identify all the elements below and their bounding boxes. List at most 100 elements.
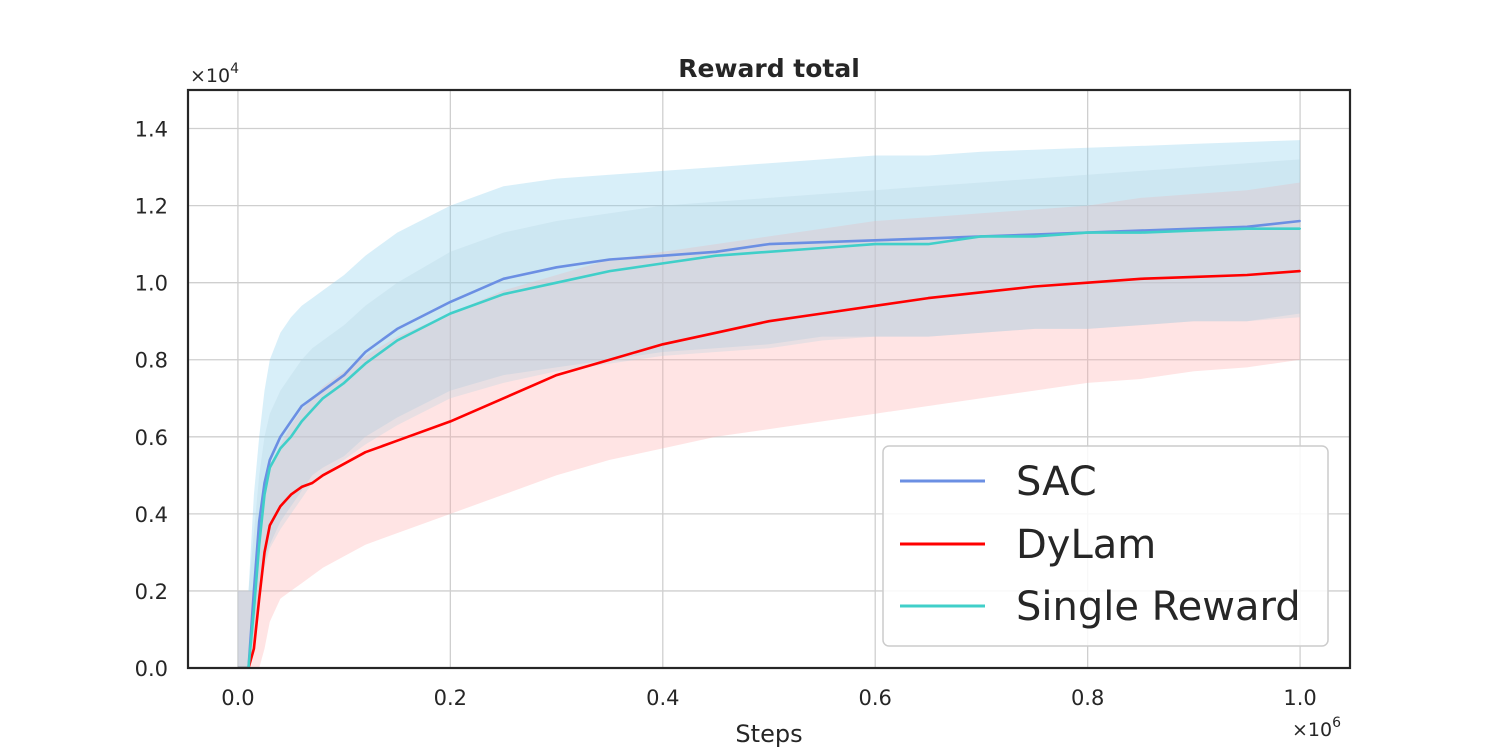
legend-label-sac: SAC [1016, 459, 1097, 505]
point-dylam [661, 343, 664, 346]
legend: SAC DyLam Single Reward [882, 445, 1329, 647]
y-multiplier-exp: 4 [230, 61, 239, 77]
y-tick-label: 0.6 [135, 426, 168, 450]
point-dylam [1086, 281, 1089, 284]
point-dylam [555, 374, 558, 376]
point-single-reward [1193, 229, 1195, 232]
x-multiplier-base: ×10 [1292, 719, 1332, 741]
point-dylam [311, 482, 314, 484]
point-sac [268, 459, 271, 461]
point-sac [1299, 220, 1301, 222]
point-dylam [343, 462, 345, 465]
point-sac [874, 239, 877, 242]
point-sac [396, 328, 399, 330]
y-tick-label: 0.8 [135, 349, 168, 373]
point-single-reward [661, 262, 664, 265]
point-single-reward [253, 609, 255, 612]
point-single-reward [1033, 235, 1036, 238]
point-dylam [449, 420, 452, 423]
point-single-reward [768, 250, 770, 253]
point-sac [1033, 233, 1036, 236]
point-single-reward [279, 447, 282, 450]
point-dylam [290, 493, 292, 496]
x-axis-title: Steps [735, 720, 802, 748]
point-single-reward [311, 408, 314, 411]
point-sac [555, 266, 558, 269]
point-sac [608, 258, 611, 261]
point-sac [768, 243, 770, 246]
point-dylam [263, 551, 266, 554]
chart-title: Reward total [678, 54, 860, 83]
point-dylam [268, 524, 271, 527]
y-tick-label: 0.4 [135, 503, 168, 527]
point-sac [343, 374, 345, 376]
point-single-reward [322, 397, 324, 400]
point-single-reward [258, 543, 261, 546]
point-single-reward [1246, 227, 1248, 230]
point-single-reward [502, 293, 505, 296]
point-single-reward [396, 339, 399, 342]
x-tick-label: 0.2 [434, 686, 467, 710]
point-dylam [300, 486, 303, 488]
point-sac [311, 397, 314, 400]
point-dylam [322, 474, 324, 477]
point-dylam [980, 291, 983, 294]
legend-box [882, 445, 1329, 647]
point-sac [300, 405, 303, 407]
point-single-reward [980, 235, 983, 238]
y-multiplier: ×104 [190, 61, 239, 87]
point-dylam [874, 304, 877, 307]
point-sac [322, 389, 324, 392]
point-single-reward [608, 270, 611, 272]
point-single-reward [555, 281, 558, 284]
plot-frame [186, 88, 1352, 670]
point-dylam [1139, 277, 1142, 280]
y-tick-label: 1.2 [135, 195, 168, 219]
point-dylam [1033, 285, 1036, 288]
point-dylam [396, 439, 399, 442]
grid [188, 90, 1350, 669]
point-single-reward [343, 382, 345, 384]
point-single-reward [300, 420, 303, 423]
y-tick-label: 1.0 [135, 272, 168, 296]
point-dylam [258, 597, 261, 600]
point-sac [263, 482, 266, 484]
x-tick-label: 1.0 [1283, 686, 1316, 710]
point-sac [821, 241, 823, 244]
y-multiplier-base: ×10 [190, 65, 230, 87]
point-single-reward [290, 435, 292, 438]
point-single-reward [715, 254, 717, 257]
x-tick-labels: 0.0 0.2 0.4 0.6 0.8 1.0 [221, 686, 1317, 710]
point-sac [364, 351, 367, 353]
x-multiplier-exp: 6 [1332, 715, 1341, 731]
point-dylam [502, 397, 505, 400]
point-sac [661, 254, 664, 257]
point-sac [927, 237, 930, 240]
y-tick-labels: 0.0 0.2 0.4 0.6 0.8 1.0 1.2 1.4 [135, 118, 168, 681]
point-dylam [1246, 274, 1248, 276]
x-multiplier: ×106 [1292, 715, 1341, 741]
point-dylam [715, 331, 717, 334]
point-sac [258, 520, 261, 523]
point-dylam [1299, 270, 1301, 272]
point-single-reward [821, 247, 823, 249]
y-tick-label: 1.4 [135, 118, 168, 142]
point-dylam [768, 320, 770, 323]
point-single-reward [449, 312, 452, 315]
legend-label-single-reward: Single Reward [1016, 584, 1301, 630]
point-sac [1193, 227, 1195, 230]
point-sac [1139, 229, 1142, 232]
series-lines [237, 219, 1301, 668]
point-single-reward [927, 243, 930, 246]
point-sac [715, 250, 717, 253]
point-dylam [927, 297, 930, 299]
point-sac [279, 435, 282, 438]
point-dylam [821, 312, 823, 315]
point-dylam [364, 451, 367, 454]
point-single-reward [364, 362, 367, 365]
point-single-reward [1299, 227, 1301, 230]
point-dylam [253, 647, 255, 650]
x-tick-label: 0.6 [859, 686, 892, 710]
